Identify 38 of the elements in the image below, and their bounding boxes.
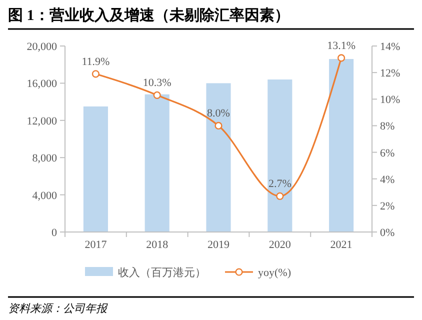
y-tick-label: 16,000 xyxy=(26,78,58,90)
y-tick-label: 8,000 xyxy=(32,152,58,165)
point xyxy=(338,54,346,62)
y-tick-label: 4,000 xyxy=(32,190,58,202)
y2-tick-label: 8% xyxy=(380,120,395,133)
data-label: 2.7% xyxy=(268,178,292,190)
x-tick-label: 2020 xyxy=(268,239,292,251)
text: 资料来源：公司年报 xyxy=(8,302,108,315)
y2-tick-label: 12% xyxy=(380,68,400,80)
point xyxy=(153,91,161,99)
data-label: 8.0% xyxy=(207,108,230,120)
legend-label: yoy(%) xyxy=(258,267,292,279)
chart-title: 图 1：营业收入及增速（未剔除汇率因素） xyxy=(8,6,290,24)
y2-tick-label: 4% xyxy=(380,174,395,186)
point xyxy=(276,192,284,200)
data-label: 10.3% xyxy=(142,77,172,90)
y2-tick-label: 14% xyxy=(380,41,400,53)
point xyxy=(214,122,222,130)
y-tick-label: 0 xyxy=(52,227,58,239)
data-label: 11.9% xyxy=(82,56,110,68)
legend-label: 收入（百万港元） xyxy=(118,266,206,279)
x-tick-label: 2018 xyxy=(146,239,169,251)
x-tick-label: 2021 xyxy=(330,239,352,251)
bar xyxy=(268,79,292,232)
y2-tick-label: 2% xyxy=(380,200,395,212)
x-tick-label: 2017 xyxy=(84,239,108,251)
bar xyxy=(206,83,231,232)
x-tick-label: 2019 xyxy=(208,239,230,251)
bar xyxy=(329,59,354,232)
y2-tick-label: 0% xyxy=(380,227,395,239)
bar xyxy=(83,106,108,232)
data-label: 13.1% xyxy=(327,40,356,52)
y2-tick-label: 10% xyxy=(380,94,400,106)
bar xyxy=(144,94,170,232)
point xyxy=(92,70,100,78)
y2-tick-label: 6% xyxy=(380,147,395,160)
y-tick-label: 20,000 xyxy=(26,41,58,53)
y-tick-label: 12,000 xyxy=(26,115,58,128)
